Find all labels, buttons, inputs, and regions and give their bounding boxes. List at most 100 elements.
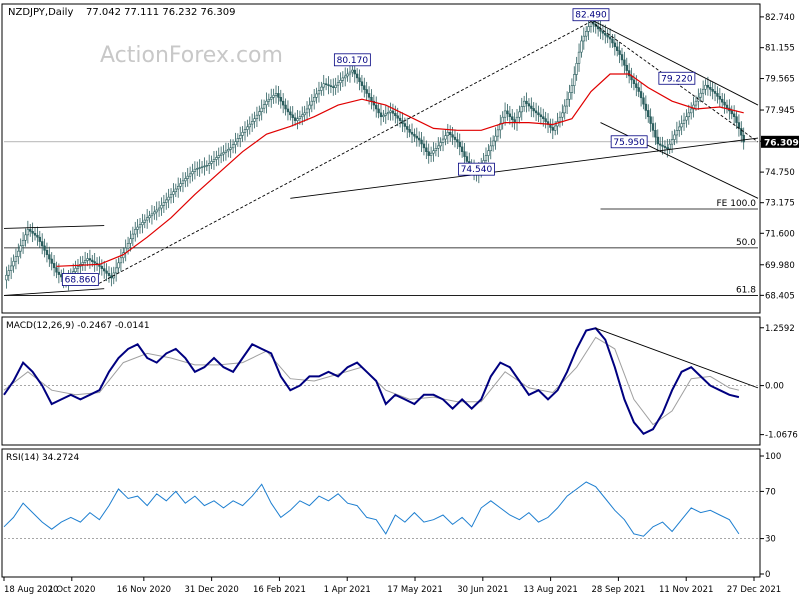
macd-tick-label-0: 1.2592 bbox=[765, 324, 795, 334]
candle-body bbox=[212, 159, 216, 162]
candle-body bbox=[620, 54, 624, 61]
x-tick-label-1: 1 Oct 2020 bbox=[48, 585, 95, 595]
candle-body bbox=[21, 239, 25, 247]
price-tick-label-6: 73.175 bbox=[765, 199, 795, 209]
candle-body bbox=[704, 84, 707, 90]
candle-body bbox=[518, 111, 521, 118]
candle-body bbox=[732, 113, 736, 118]
candle-body bbox=[103, 268, 106, 272]
candle-body bbox=[160, 205, 163, 209]
candle-body bbox=[484, 155, 488, 161]
candle-body bbox=[425, 147, 428, 153]
candle-body bbox=[217, 155, 220, 158]
candle-body bbox=[181, 180, 185, 184]
price-tick-label-3: 77.945 bbox=[765, 106, 795, 116]
candle-body bbox=[725, 104, 729, 109]
candle-body bbox=[417, 137, 421, 141]
rsi-label: RSI(14) 34.2724 bbox=[6, 453, 79, 463]
candle-body bbox=[413, 133, 416, 137]
candle-body bbox=[114, 267, 118, 274]
candle-body bbox=[666, 147, 669, 150]
macd-line bbox=[3, 327, 740, 436]
candle-body bbox=[26, 229, 30, 236]
candle-body bbox=[685, 116, 688, 121]
candle-body bbox=[415, 135, 418, 139]
candle-body bbox=[573, 74, 576, 86]
candle-body bbox=[332, 86, 335, 88]
candle-body bbox=[616, 46, 619, 51]
candle-body bbox=[208, 163, 211, 166]
candle-body bbox=[379, 112, 383, 118]
candle-body bbox=[465, 156, 469, 162]
candle-body bbox=[422, 143, 426, 149]
candle-body bbox=[740, 128, 743, 136]
candle-body bbox=[136, 226, 139, 230]
candle-body bbox=[453, 136, 457, 140]
candle-body bbox=[651, 123, 655, 131]
candle-body bbox=[363, 85, 366, 90]
candle-body bbox=[637, 87, 640, 92]
candle-body bbox=[420, 139, 423, 145]
candle-body bbox=[692, 104, 695, 110]
candle-body bbox=[134, 229, 137, 235]
candle-body bbox=[339, 80, 342, 84]
candle-body bbox=[301, 114, 304, 118]
candle-body bbox=[351, 69, 354, 73]
candle-body bbox=[267, 98, 271, 102]
candle-body bbox=[689, 108, 693, 114]
candle-body bbox=[396, 115, 399, 119]
price-annotation-box-1 bbox=[333, 53, 371, 67]
candle-body bbox=[193, 168, 197, 172]
candle-body bbox=[305, 108, 309, 114]
macd-tick-label-1: 0.00 bbox=[765, 382, 784, 392]
candle-body bbox=[293, 117, 297, 121]
candle-body bbox=[274, 93, 278, 96]
candle-body bbox=[658, 143, 662, 146]
candle-body bbox=[126, 243, 130, 249]
candle-body bbox=[291, 114, 294, 119]
candle-body bbox=[561, 112, 564, 118]
candle-body bbox=[17, 250, 20, 257]
candle-body bbox=[93, 261, 96, 264]
candle-body bbox=[222, 152, 225, 155]
macd-trend-line bbox=[595, 327, 759, 389]
candle-body bbox=[129, 238, 132, 244]
candle-body bbox=[29, 229, 32, 232]
candle-body bbox=[675, 130, 679, 136]
fib-label-1: 50.0 bbox=[736, 238, 756, 248]
candle-body bbox=[110, 275, 113, 279]
candle-body bbox=[580, 40, 583, 53]
candle-body bbox=[730, 110, 733, 115]
candle-body bbox=[687, 112, 691, 118]
candle-body bbox=[315, 93, 318, 98]
candle-body bbox=[742, 134, 745, 143]
price-annotation-box-5 bbox=[61, 273, 99, 286]
candle-body bbox=[456, 139, 459, 143]
candle-body bbox=[320, 86, 323, 91]
candle-body bbox=[265, 100, 268, 105]
candle-body bbox=[565, 98, 569, 107]
candle-body bbox=[317, 90, 321, 95]
macd-tick-label-2: -1.0676 bbox=[765, 431, 798, 441]
candle-body bbox=[81, 262, 84, 265]
candle-body bbox=[7, 270, 10, 276]
candle-body bbox=[229, 147, 232, 150]
candle-body bbox=[494, 135, 497, 142]
candle-body bbox=[60, 274, 63, 278]
candle-body bbox=[553, 125, 557, 131]
price-tick-label-9: 68.405 bbox=[765, 291, 795, 301]
channel-upper-line bbox=[590, 19, 759, 106]
candle-body bbox=[568, 92, 571, 100]
candle-body bbox=[398, 117, 402, 121]
candle-body bbox=[386, 112, 390, 115]
candle-body bbox=[570, 85, 574, 93]
candle-body bbox=[9, 265, 13, 271]
price-tick-label-8: 69.980 bbox=[765, 261, 795, 271]
price-tick-label-2: 79.565 bbox=[765, 75, 795, 85]
candle-body bbox=[308, 104, 311, 110]
candle-body bbox=[434, 148, 438, 152]
candle-body bbox=[656, 136, 659, 145]
candle-body bbox=[613, 42, 617, 48]
candle-body bbox=[632, 79, 636, 85]
